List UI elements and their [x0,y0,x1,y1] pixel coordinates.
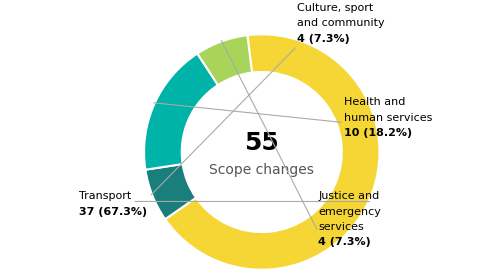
Wedge shape [144,53,218,170]
Wedge shape [146,164,196,219]
Text: Health and: Health and [344,97,406,107]
Text: and community: and community [297,19,384,29]
Text: Culture, sport: Culture, sport [297,3,374,13]
Text: 55: 55 [244,131,279,155]
Text: Justice and: Justice and [318,191,380,201]
Text: Transport: Transport [80,191,132,201]
Wedge shape [165,34,380,270]
Text: emergency: emergency [318,207,381,217]
Text: 10 (18.2%): 10 (18.2%) [344,128,412,138]
Text: services: services [318,222,364,232]
Wedge shape [198,35,252,85]
Text: 37 (67.3%): 37 (67.3%) [80,207,148,217]
Text: 4 (7.3%): 4 (7.3%) [318,237,371,247]
Text: Scope changes: Scope changes [210,163,314,177]
Text: 4 (7.3%): 4 (7.3%) [297,34,350,44]
Text: human services: human services [344,112,432,123]
